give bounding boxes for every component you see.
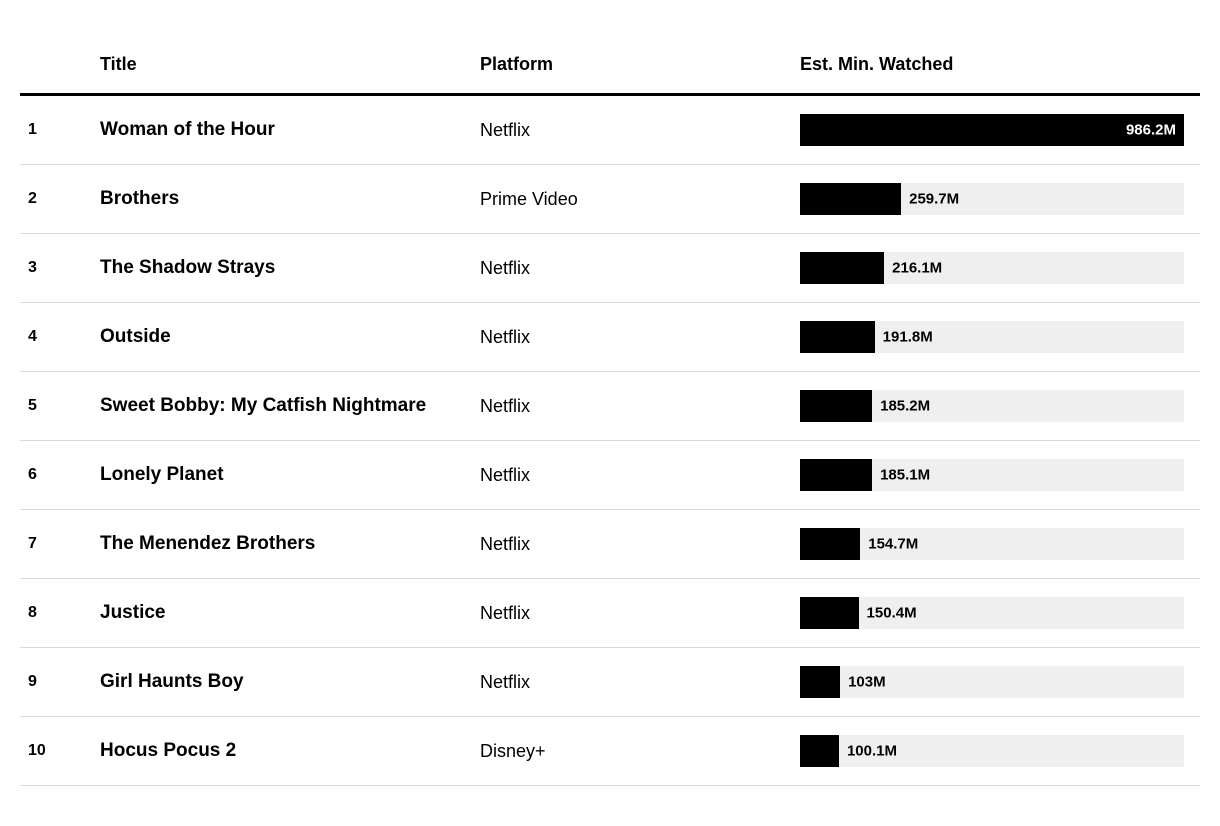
platform-cell: Disney+ <box>472 717 792 786</box>
metric-bar-cell: 986.2M <box>792 95 1200 165</box>
bar-track: 185.1M <box>800 459 1184 491</box>
bar-value-label: 259.7M <box>909 191 959 208</box>
bar-fill <box>800 666 840 698</box>
title-cell: Girl Haunts Boy <box>92 648 472 717</box>
bar-value-label: 191.8M <box>883 329 933 346</box>
header-platform: Platform <box>472 40 792 95</box>
rank-cell: 5 <box>20 372 92 441</box>
rank-cell: 8 <box>20 579 92 648</box>
platform-cell: Netflix <box>472 95 792 165</box>
title-cell: Outside <box>92 303 472 372</box>
bar-track: 191.8M <box>800 321 1184 353</box>
bar-value-label: 154.7M <box>868 536 918 553</box>
table-header: Title Platform Est. Min. Watched <box>20 40 1200 95</box>
title-cell: The Shadow Strays <box>92 234 472 303</box>
platform-cell: Netflix <box>472 510 792 579</box>
bar-value-label: 185.2M <box>880 398 930 415</box>
bar-value-label: 216.1M <box>892 260 942 277</box>
rank-cell: 9 <box>20 648 92 717</box>
ranking-table: Title Platform Est. Min. Watched 1Woman … <box>20 40 1200 786</box>
platform-cell: Netflix <box>472 579 792 648</box>
bar-fill <box>800 597 859 629</box>
rank-cell: 4 <box>20 303 92 372</box>
bar-value-label: 185.1M <box>880 467 930 484</box>
streaming-ranking-table: Title Platform Est. Min. Watched 1Woman … <box>20 40 1200 786</box>
rank-cell: 2 <box>20 165 92 234</box>
platform-cell: Netflix <box>472 372 792 441</box>
bar-fill <box>800 390 872 422</box>
bar-value-label: 150.4M <box>867 605 917 622</box>
metric-bar-cell: 150.4M <box>792 579 1200 648</box>
table-row: 7The Menendez BrothersNetflix 154.7M <box>20 510 1200 579</box>
table-row: 9Girl Haunts BoyNetflix 103M <box>20 648 1200 717</box>
table-row: 3The Shadow StraysNetflix 216.1M <box>20 234 1200 303</box>
bar-fill <box>800 735 839 767</box>
bar-fill <box>800 459 872 491</box>
rank-cell: 3 <box>20 234 92 303</box>
rank-cell: 1 <box>20 95 92 165</box>
title-cell: Lonely Planet <box>92 441 472 510</box>
title-cell: Hocus Pocus 2 <box>92 717 472 786</box>
platform-cell: Netflix <box>472 441 792 510</box>
bar-track: 103M <box>800 666 1184 698</box>
rank-cell: 10 <box>20 717 92 786</box>
title-cell: Brothers <box>92 165 472 234</box>
rank-cell: 6 <box>20 441 92 510</box>
table-row: 2BrothersPrime Video 259.7M <box>20 165 1200 234</box>
table-row: 5Sweet Bobby: My Catfish NightmareNetfli… <box>20 372 1200 441</box>
metric-bar-cell: 185.1M <box>792 441 1200 510</box>
bar-track: 150.4M <box>800 597 1184 629</box>
bar-track: 154.7M <box>800 528 1184 560</box>
header-title: Title <box>92 40 472 95</box>
metric-bar-cell: 185.2M <box>792 372 1200 441</box>
metric-bar-cell: 103M <box>792 648 1200 717</box>
bar-value-label: 100.1M <box>847 743 897 760</box>
table-row: 4OutsideNetflix 191.8M <box>20 303 1200 372</box>
table-body: 1Woman of the HourNetflix986.2M2Brothers… <box>20 95 1200 786</box>
metric-bar-cell: 154.7M <box>792 510 1200 579</box>
platform-cell: Prime Video <box>472 165 792 234</box>
metric-bar-cell: 216.1M <box>792 234 1200 303</box>
bar-fill: 986.2M <box>800 114 1184 146</box>
title-cell: The Menendez Brothers <box>92 510 472 579</box>
bar-value-label: 986.2M <box>1126 122 1176 139</box>
table-row: 10Hocus Pocus 2Disney+ 100.1M <box>20 717 1200 786</box>
metric-bar-cell: 100.1M <box>792 717 1200 786</box>
bar-track: 216.1M <box>800 252 1184 284</box>
bar-fill <box>800 252 884 284</box>
table-row: 8JusticeNetflix 150.4M <box>20 579 1200 648</box>
title-cell: Justice <box>92 579 472 648</box>
title-cell: Sweet Bobby: My Catfish Nightmare <box>92 372 472 441</box>
rank-cell: 7 <box>20 510 92 579</box>
header-rank <box>20 40 92 95</box>
bar-track: 100.1M <box>800 735 1184 767</box>
bar-track: 185.2M <box>800 390 1184 422</box>
metric-bar-cell: 191.8M <box>792 303 1200 372</box>
table-row: 6Lonely PlanetNetflix 185.1M <box>20 441 1200 510</box>
bar-track: 259.7M <box>800 183 1184 215</box>
bar-track: 986.2M <box>800 114 1184 146</box>
platform-cell: Netflix <box>472 234 792 303</box>
bar-fill <box>800 321 875 353</box>
platform-cell: Netflix <box>472 303 792 372</box>
platform-cell: Netflix <box>472 648 792 717</box>
title-cell: Woman of the Hour <box>92 95 472 165</box>
metric-bar-cell: 259.7M <box>792 165 1200 234</box>
bar-fill <box>800 183 901 215</box>
table-row: 1Woman of the HourNetflix 986.2M <box>20 95 1200 165</box>
bar-fill <box>800 528 860 560</box>
header-metric: Est. Min. Watched <box>792 40 1200 95</box>
bar-value-label: 103M <box>848 674 886 691</box>
